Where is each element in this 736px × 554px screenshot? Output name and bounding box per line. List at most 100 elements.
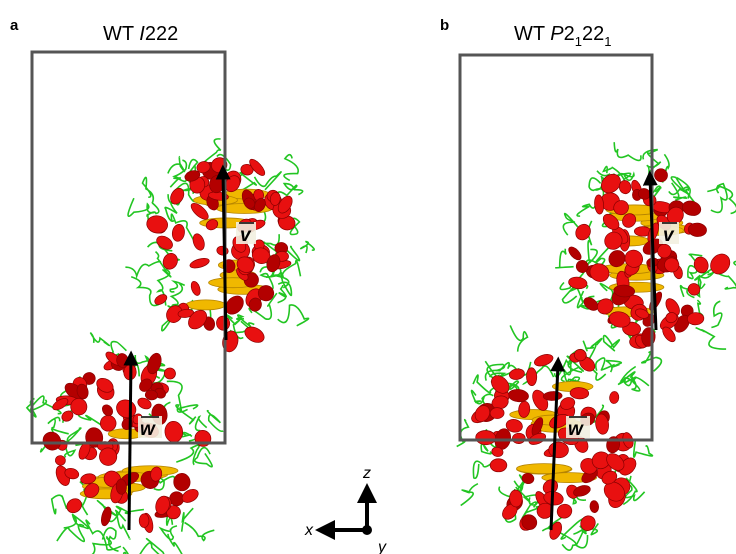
helix [603,481,625,502]
coil [166,380,199,413]
helix [190,202,209,220]
helix [542,391,563,401]
helix [277,195,293,214]
title-part: 22 [582,23,604,45]
helix [146,215,168,234]
helix [162,253,178,270]
helix [518,400,531,418]
coil [605,359,623,373]
coil [139,537,165,554]
helix [99,447,118,466]
coil [632,438,654,458]
coil [562,212,579,236]
helix [189,258,210,269]
helix [548,441,569,459]
helix [155,495,170,515]
helix [248,297,262,312]
label-bg [659,222,679,244]
helix [177,308,195,318]
helix [521,514,538,530]
coil [687,264,700,280]
helix [55,455,66,466]
label-bg [566,416,590,438]
helix [70,398,88,416]
helix [654,168,668,183]
helix [508,368,525,380]
helix [474,405,491,423]
coil [105,505,145,523]
helix [101,506,112,527]
vector-labels: v w v w [138,222,679,440]
helix [609,391,620,404]
helix [560,397,576,410]
coil [184,521,215,542]
coil [56,523,86,543]
coil [63,429,80,458]
helix [266,254,281,273]
helix [249,158,266,176]
coil [602,334,621,352]
helix [101,404,114,417]
helix [166,305,183,323]
helix [164,420,184,443]
helix [568,276,588,290]
helix [608,250,626,268]
vector-arrow [215,164,231,341]
helix [505,419,523,433]
coil [509,325,529,352]
helix [657,243,672,259]
helix [139,378,153,392]
coil [236,314,255,328]
coil [282,182,304,196]
coil [155,268,171,306]
helix [173,473,191,492]
coil [573,522,599,536]
coil [175,404,197,425]
helix [99,415,117,432]
helix [80,473,97,485]
coil [671,182,688,202]
helix [147,352,162,375]
helix [52,398,69,411]
helix [613,200,629,216]
helix [580,515,596,531]
coil [277,304,310,327]
helix [634,308,650,319]
coil [194,446,213,468]
coil [47,416,69,435]
vector-label: w [568,419,584,440]
title-part: I [139,23,145,45]
helix [257,285,275,302]
helix [608,311,631,328]
helix [154,294,168,305]
helix [171,223,185,242]
helix [597,298,614,315]
helix [604,231,623,250]
helix [236,256,255,273]
helix [66,498,82,514]
helix [686,312,705,326]
helix [150,466,163,482]
axis-label: x [304,522,314,539]
coil [167,283,184,310]
helix [665,312,678,324]
helix [622,213,637,228]
coil [555,248,574,269]
coil [707,184,736,215]
coil [125,260,162,280]
title-part: WT [514,23,550,45]
title-part: 2 [564,23,575,45]
helix [569,387,590,400]
helix [687,222,707,237]
helix [96,377,114,393]
coil [130,275,164,307]
helix [693,256,709,274]
helix [491,375,510,394]
coil [122,546,129,554]
coil [63,513,90,530]
helix [575,223,591,241]
coil [91,535,112,554]
coil [503,380,520,397]
coil [594,357,616,371]
helix [61,410,74,422]
